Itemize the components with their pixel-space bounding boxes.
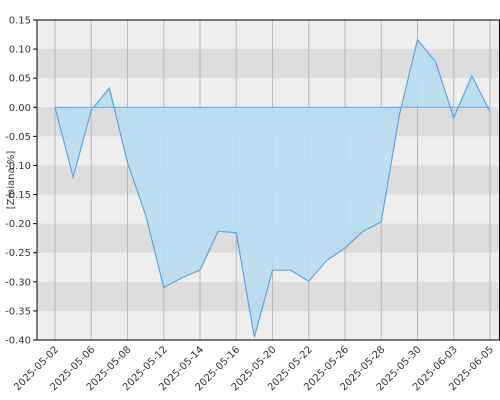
- y-tick-label: -0.25: [5, 248, 31, 259]
- y-axis-label: [Zmiana %]: [6, 151, 17, 210]
- y-tick-label: -0.35: [5, 306, 31, 317]
- y-tick-label: -0.05: [5, 132, 31, 143]
- data-line: [54, 38, 491, 338]
- y-tick-label: 0.05: [9, 74, 31, 85]
- area-fill: [55, 39, 490, 338]
- y-tick-label: -0.10: [5, 161, 31, 172]
- y-tick-label: 0.00: [9, 103, 31, 114]
- y-tick-label: -0.20: [5, 219, 31, 230]
- y-tick-label: 0.10: [9, 45, 31, 56]
- y-tick-label: -0.15: [5, 190, 31, 201]
- y-tick-label: -0.40: [5, 336, 31, 347]
- y-tick-label: 0.15: [9, 16, 31, 27]
- y-tick-label: -0.30: [5, 277, 31, 288]
